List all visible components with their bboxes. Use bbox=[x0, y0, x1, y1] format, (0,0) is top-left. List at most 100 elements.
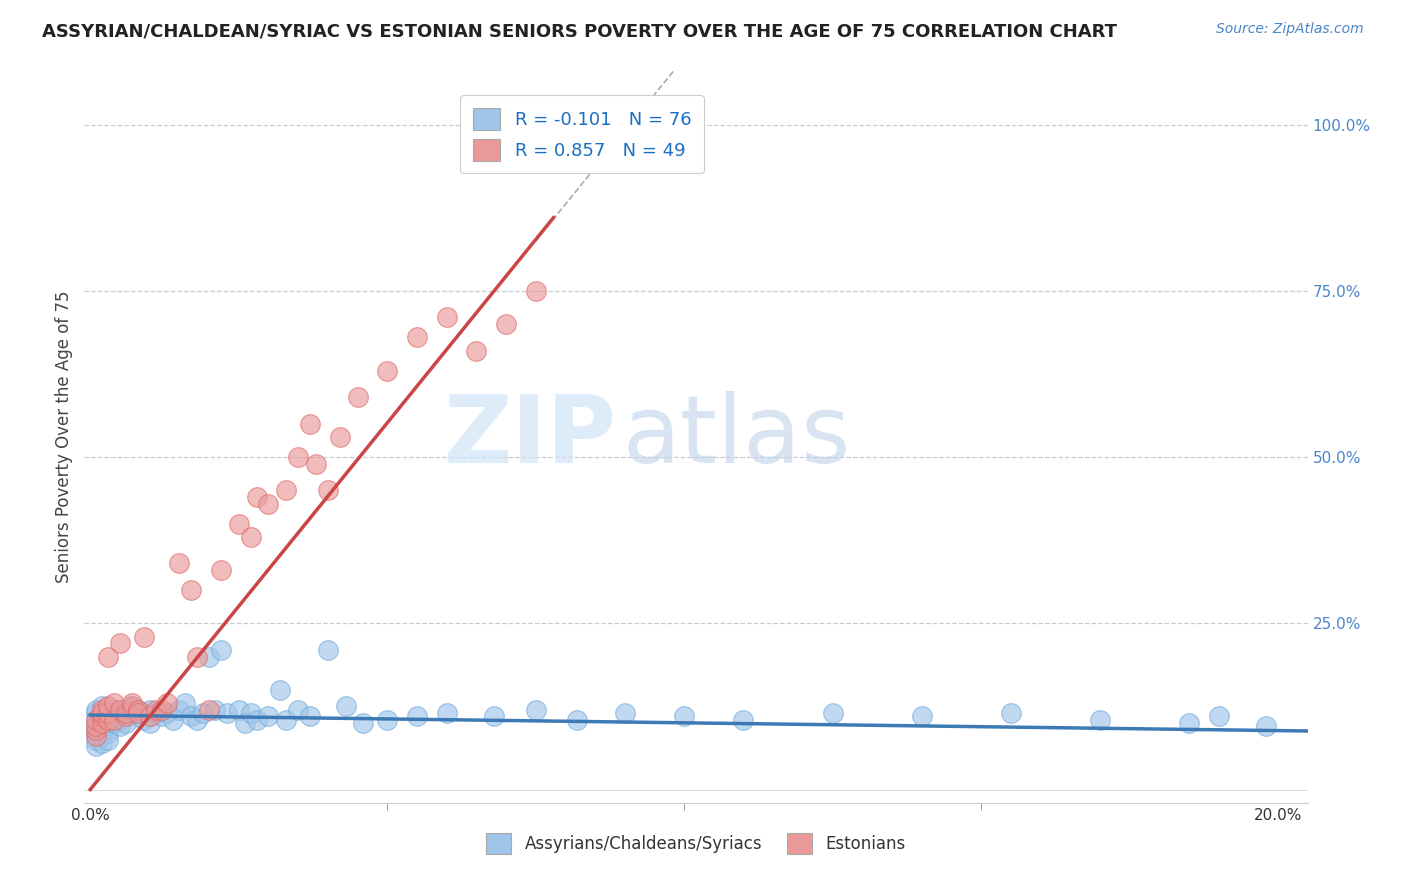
Point bbox=[103, 696, 125, 710]
Point bbox=[97, 706, 120, 720]
Point bbox=[245, 713, 267, 727]
Point bbox=[335, 699, 357, 714]
Point bbox=[97, 706, 120, 720]
Text: ZIP: ZIP bbox=[443, 391, 616, 483]
Point bbox=[91, 709, 114, 723]
Point bbox=[84, 729, 107, 743]
Point bbox=[97, 713, 120, 727]
Point bbox=[495, 317, 517, 331]
Point bbox=[316, 483, 339, 498]
Point bbox=[276, 713, 298, 727]
Point bbox=[108, 719, 131, 733]
Point bbox=[97, 726, 120, 740]
Point bbox=[204, 703, 226, 717]
Point bbox=[257, 497, 280, 511]
Point bbox=[145, 703, 167, 717]
Point bbox=[436, 706, 458, 720]
Point bbox=[108, 713, 131, 727]
Point bbox=[91, 706, 114, 720]
Point bbox=[180, 582, 202, 597]
Point bbox=[127, 706, 149, 720]
Point bbox=[298, 709, 321, 723]
Point bbox=[567, 713, 589, 727]
Point bbox=[228, 516, 250, 531]
Point bbox=[209, 643, 232, 657]
Point bbox=[91, 716, 114, 731]
Point bbox=[150, 703, 173, 717]
Point bbox=[138, 716, 160, 731]
Point bbox=[84, 713, 107, 727]
Point bbox=[228, 703, 250, 717]
Point bbox=[108, 636, 131, 650]
Point bbox=[103, 716, 125, 731]
Point bbox=[84, 723, 107, 737]
Point bbox=[127, 703, 149, 717]
Point bbox=[97, 719, 120, 733]
Point bbox=[305, 457, 328, 471]
Point bbox=[97, 713, 120, 727]
Point bbox=[186, 649, 208, 664]
Point bbox=[329, 430, 352, 444]
Point bbox=[91, 703, 114, 717]
Text: Source: ZipAtlas.com: Source: ZipAtlas.com bbox=[1216, 22, 1364, 37]
Point bbox=[97, 732, 120, 747]
Point bbox=[103, 709, 125, 723]
Point bbox=[138, 709, 160, 723]
Point bbox=[121, 699, 143, 714]
Point bbox=[121, 706, 143, 720]
Point bbox=[84, 703, 107, 717]
Point bbox=[121, 696, 143, 710]
Point bbox=[298, 417, 321, 431]
Point bbox=[84, 706, 107, 720]
Point bbox=[84, 719, 107, 733]
Point bbox=[215, 706, 238, 720]
Point bbox=[127, 703, 149, 717]
Point bbox=[84, 726, 107, 740]
Text: atlas: atlas bbox=[623, 391, 851, 483]
Point bbox=[465, 343, 488, 358]
Point bbox=[91, 723, 114, 737]
Point bbox=[91, 716, 114, 731]
Point bbox=[169, 703, 191, 717]
Point bbox=[245, 490, 267, 504]
Point bbox=[150, 709, 173, 723]
Point bbox=[91, 699, 114, 714]
Point bbox=[209, 563, 232, 577]
Point bbox=[108, 703, 131, 717]
Point bbox=[198, 649, 221, 664]
Point bbox=[287, 450, 309, 464]
Point bbox=[103, 713, 125, 727]
Point bbox=[198, 703, 221, 717]
Point bbox=[91, 729, 114, 743]
Point bbox=[138, 703, 160, 717]
Point bbox=[108, 706, 131, 720]
Text: ASSYRIAN/CHALDEAN/SYRIAC VS ESTONIAN SENIORS POVERTY OVER THE AGE OF 75 CORRELAT: ASSYRIAN/CHALDEAN/SYRIAC VS ESTONIAN SEN… bbox=[42, 22, 1118, 40]
Point bbox=[239, 530, 262, 544]
Point bbox=[1178, 716, 1201, 731]
Point bbox=[103, 703, 125, 717]
Point bbox=[115, 716, 138, 731]
Point bbox=[375, 713, 398, 727]
Y-axis label: Seniors Poverty Over the Age of 75: Seniors Poverty Over the Age of 75 bbox=[55, 291, 73, 583]
Point bbox=[613, 706, 636, 720]
Point bbox=[156, 706, 179, 720]
Point bbox=[269, 682, 291, 697]
Point bbox=[162, 713, 184, 727]
Point bbox=[91, 709, 114, 723]
Point bbox=[115, 709, 138, 723]
Point bbox=[132, 630, 155, 644]
Point bbox=[186, 713, 208, 727]
Point bbox=[375, 363, 398, 377]
Point bbox=[121, 699, 143, 714]
Point bbox=[524, 703, 547, 717]
Point bbox=[673, 709, 696, 723]
Point bbox=[127, 709, 149, 723]
Point bbox=[145, 706, 167, 720]
Point bbox=[276, 483, 298, 498]
Point bbox=[733, 713, 755, 727]
Point bbox=[84, 719, 107, 733]
Point bbox=[91, 736, 114, 750]
Point bbox=[115, 706, 138, 720]
Point bbox=[406, 709, 429, 723]
Point bbox=[97, 699, 120, 714]
